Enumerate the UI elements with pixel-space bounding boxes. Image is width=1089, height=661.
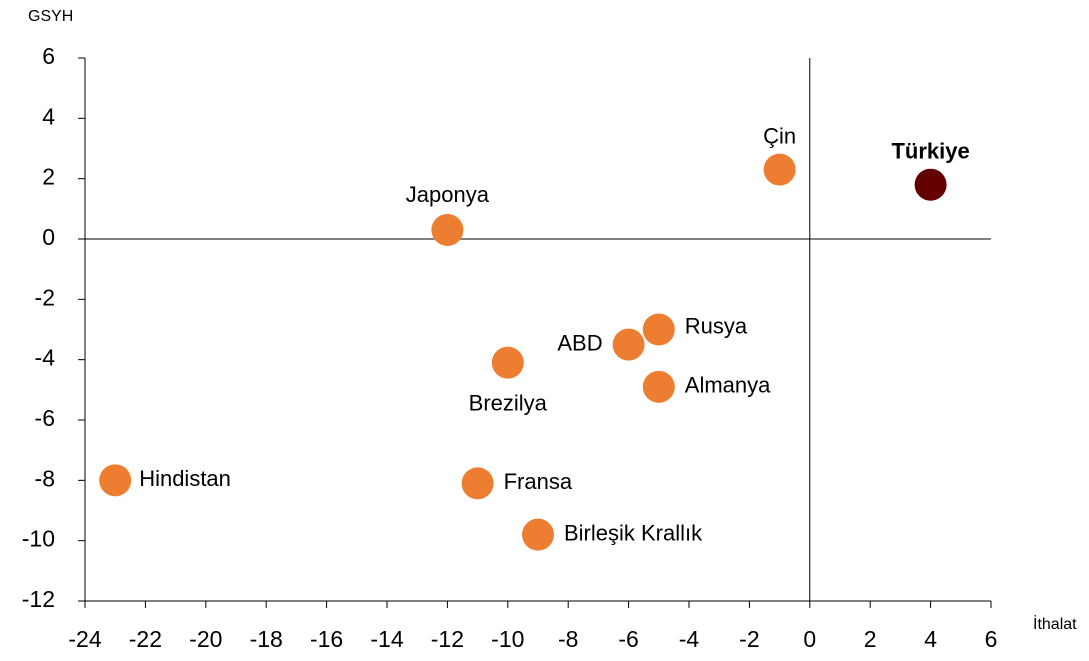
point [431, 213, 464, 246]
x-tick-label: 0 [803, 626, 816, 652]
y-tick-label: -4 [35, 345, 56, 371]
x-tick-label: 2 [864, 626, 877, 652]
x-tick-label: -20 [189, 626, 222, 652]
y-tick-label: -6 [35, 405, 55, 431]
x-tick-label: 6 [985, 626, 998, 652]
point-label: Almanya [685, 373, 771, 398]
x-tick-label: -12 [431, 626, 464, 652]
point [763, 153, 796, 186]
point [99, 464, 132, 497]
point-label: Birleşik Krallık [564, 520, 703, 545]
point-label: Türkiye [891, 139, 969, 164]
point-label: Rusya [685, 313, 748, 338]
x-tick-label: -8 [558, 626, 578, 652]
y-tick-label: -10 [22, 526, 55, 552]
y-tick-label: -12 [22, 586, 55, 612]
x-tick-label: 4 [924, 626, 937, 652]
y-axis-title: GSYH [28, 8, 73, 25]
point [612, 328, 645, 361]
x-tick-label: -16 [310, 626, 343, 652]
point-label: Brezilya [469, 390, 548, 415]
x-axis-title: İthalat [1033, 614, 1077, 633]
y-tick-label: -2 [35, 284, 55, 310]
y-tick-label: 6 [42, 43, 55, 69]
point-label: Japonya [406, 182, 490, 207]
y-tick-label: 4 [42, 103, 55, 129]
point-label: Hindistan [139, 466, 231, 491]
point-label: ABD [557, 330, 602, 355]
x-tick-label: -4 [679, 626, 700, 652]
point [642, 313, 675, 346]
point [914, 168, 947, 201]
x-tick-label: -14 [370, 626, 403, 652]
point [461, 467, 494, 500]
y-tick-label: 2 [42, 164, 55, 190]
point-label: Çin [763, 123, 796, 148]
x-tick-label: -18 [250, 626, 283, 652]
point [491, 346, 524, 379]
y-tick-label: -8 [35, 465, 55, 491]
x-tick-label: -2 [739, 626, 759, 652]
point [522, 518, 554, 551]
x-tick-label: -6 [618, 626, 638, 652]
x-tick-label: -10 [491, 626, 524, 652]
x-tick-label: -24 [68, 626, 101, 652]
y-tick-label: 0 [42, 224, 55, 250]
point [642, 370, 675, 403]
point-label: Fransa [504, 469, 573, 494]
x-tick-label: -22 [129, 626, 162, 652]
